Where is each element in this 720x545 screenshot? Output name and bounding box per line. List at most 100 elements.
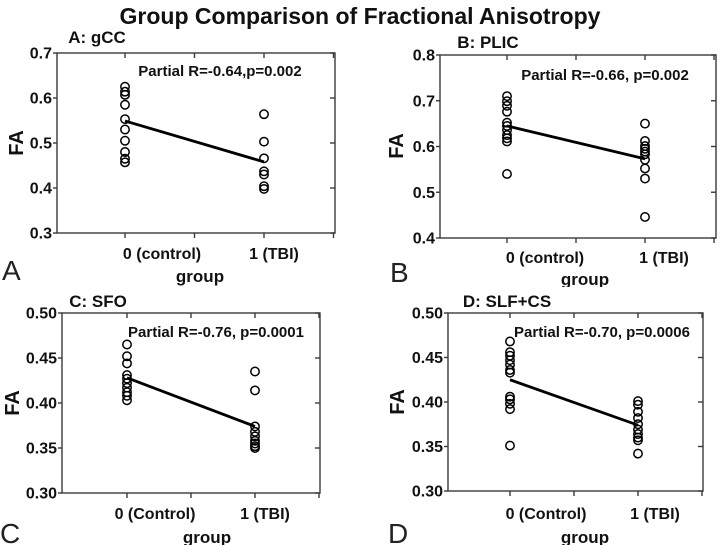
data-point: [502, 91, 512, 102]
data-point: [505, 336, 515, 347]
y-tick-label: 0.40: [412, 395, 443, 412]
panel-c-chart: 0.50 0.45 0.40 0.35 0.30 0 (Control) 1 (TBI) gr…: [0, 292, 321, 545]
data-point: [633, 429, 643, 439]
y-axis-label: FA: [386, 133, 408, 159]
data-point: [502, 106, 512, 117]
data-point: [120, 157, 130, 168]
data-point: [640, 118, 650, 129]
y-tick-label: 0.40: [26, 396, 57, 413]
x-axis-label: group: [561, 528, 609, 545]
data-point: [250, 438, 260, 449]
data-point: [259, 136, 269, 147]
data-point: [640, 143, 650, 154]
data-point: [502, 133, 512, 144]
panel-c: 0.50 0.45 0.40 0.35 0.30 0 (Control) 1 (TBI) gr…: [0, 287, 360, 545]
data-point: [505, 367, 515, 378]
annotation-text: Partial R=-0.64,p=0.002: [138, 63, 301, 80]
x-category-label-0: 0 (control): [506, 250, 584, 267]
annotation-text: Partial R=-0.76, p=0.0001: [128, 324, 304, 341]
panel-b: 0.8 0.7 0.6 0.5 0.4 0 (control) 1 (TBI) group FA…: [360, 30, 720, 289]
panel-letter: D: [388, 518, 408, 545]
data-point: [259, 169, 269, 180]
panel-d: 0.50 0.45 0.40 0.35 0.30 0 (Control) 1 (TBI) gr…: [360, 287, 720, 545]
data-point: [259, 183, 269, 194]
data-point: [640, 154, 650, 165]
y-tick-label: 0.35: [412, 439, 443, 456]
y-tick-label: 0.50: [412, 306, 443, 323]
x-axis-label: group: [183, 528, 231, 545]
fit-line: [509, 378, 639, 427]
x-category-label-0: 0 (Control): [115, 506, 196, 523]
data-point: [120, 86, 130, 97]
data-point: [505, 365, 515, 375]
data-point: [122, 395, 132, 406]
data-point: [250, 421, 260, 432]
data-point: [120, 153, 130, 164]
data-point: [120, 124, 130, 135]
panel-d-chart: 0.50 0.45 0.40 0.35 0.30 0 (Control) 1 (TBI) gr…: [387, 292, 704, 545]
data-point: [502, 100, 512, 111]
data-point: [259, 166, 269, 177]
data-point: [122, 351, 132, 362]
y-tick-label: 0.5: [413, 185, 435, 202]
figure-title: Group Comparison of Fractional Anisotrop…: [119, 3, 601, 29]
data-point: [505, 394, 515, 405]
data-point: [640, 149, 650, 160]
y-axis-label: FA: [2, 390, 24, 416]
panel-grid: 0.7 0.6 0.5 0.4 0.3 0 (control) 1 (TBI) group FA…: [0, 28, 720, 545]
data-point: [259, 153, 269, 164]
annotation-text: Partial R=-0.70, p=0.0006: [514, 324, 690, 341]
y-tick-label: 0.50: [26, 306, 57, 323]
y-tick-label: 0.30: [412, 484, 443, 501]
data-point: [505, 440, 515, 451]
x-category-label-1: 1 (TBI): [240, 506, 290, 523]
y-tick-label: 0.45: [412, 350, 443, 367]
x-axis-label: group: [176, 267, 224, 286]
data-point: [122, 358, 132, 369]
data-point: [633, 413, 643, 423]
data-point: [505, 398, 515, 409]
data-point: [633, 396, 643, 407]
y-axis-label: FA: [6, 130, 28, 156]
y-tick-label: 0.45: [26, 351, 57, 368]
data-point: [502, 130, 512, 141]
data-point: [250, 443, 260, 453]
y-tick-label: 0.6: [413, 139, 435, 156]
data-point: [250, 385, 260, 396]
x-category-label-1: 1 (TBI): [249, 246, 299, 263]
data-point: [120, 135, 130, 146]
panel-title: D: SLF+CS: [463, 292, 551, 311]
panel-letter: B: [390, 257, 409, 287]
data-point: [122, 390, 132, 401]
panel-letter: A: [2, 255, 21, 286]
data-point: [633, 406, 643, 417]
panel-title: A: gCC: [68, 30, 126, 47]
data-point: [120, 89, 130, 100]
y-tick-label: 0.8: [413, 48, 435, 65]
data-point: [505, 391, 515, 402]
data-point: [122, 339, 132, 350]
panel-b-chart: 0.8 0.7 0.6 0.5 0.4 0 (control) 1 (TBI) group FA…: [386, 33, 717, 289]
data-point: [250, 435, 260, 446]
x-category-label-1: 1 (TBI): [639, 250, 689, 267]
fit-line: [124, 119, 265, 164]
data-point: [640, 212, 650, 222]
data-point: [259, 109, 269, 120]
data-point: [505, 355, 515, 366]
fit-line: [506, 124, 646, 161]
y-tick-label: 0.7: [413, 93, 435, 110]
x-category-label-0: 0 (Control): [506, 506, 587, 523]
y-tick-label: 0.6: [30, 91, 52, 108]
panel-letter: C: [0, 518, 20, 545]
data-point: [505, 404, 515, 415]
x-category-label-1: 1 (TBI): [630, 506, 680, 523]
data-point: [633, 448, 643, 459]
y-tick-label: 0.4: [30, 181, 52, 198]
panel-a: 0.7 0.6 0.5 0.4 0.3 0 (control) 1 (TBI) group FA…: [0, 28, 360, 287]
y-tick-label: 0.3: [30, 226, 52, 243]
y-axis-label: FA: [387, 389, 409, 415]
data-point: [502, 117, 512, 128]
x-category-label-0: 0 (control): [123, 246, 201, 263]
data-point: [633, 432, 643, 443]
